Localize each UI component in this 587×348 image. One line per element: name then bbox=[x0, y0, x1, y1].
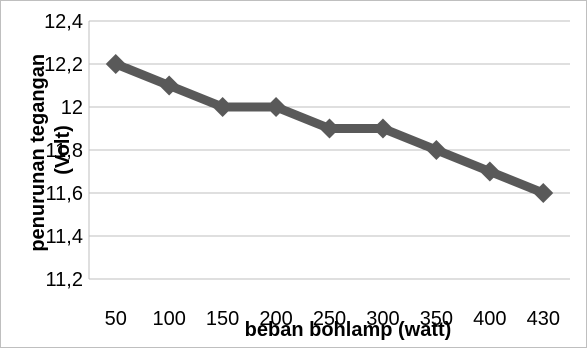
y-axis-tick-labels: 11,2 11,4 11,6 11,8 12 12,2 12,4 bbox=[44, 11, 83, 291]
x-tick-label: 350 bbox=[420, 308, 453, 330]
y-tick-label: 11,8 bbox=[46, 140, 83, 162]
x-tick-label: 50 bbox=[105, 308, 127, 330]
x-tick-label: 250 bbox=[313, 308, 346, 330]
y-axis-title: penurunan tegangan (Volt) bbox=[27, 48, 74, 251]
y-tick-label: 11,4 bbox=[46, 226, 83, 248]
data-point-marker bbox=[533, 183, 554, 203]
x-tick-label: 150 bbox=[206, 308, 239, 330]
x-axis-title: beban bohlamp (watt) bbox=[245, 319, 452, 341]
x-tick-label: 100 bbox=[152, 308, 185, 330]
x-axis-tick-labels: 50 100 150 200 250 300 350 400 430 bbox=[105, 308, 560, 330]
y-tick-label: 12,4 bbox=[44, 11, 83, 33]
data-point-marker bbox=[372, 118, 393, 139]
data-point-marker bbox=[426, 140, 447, 160]
y-axis-title-line-2: (Volt) bbox=[52, 125, 74, 175]
data-point-marker bbox=[159, 75, 180, 96]
y-tick-label: 11,2 bbox=[46, 269, 83, 291]
data-point-marker bbox=[319, 118, 340, 139]
data-point-marker bbox=[479, 161, 500, 182]
x-tick-label: 300 bbox=[366, 308, 399, 330]
gridlines bbox=[88, 20, 570, 280]
data-point-marker bbox=[212, 97, 233, 117]
data-point-marker bbox=[266, 97, 287, 117]
data-point-marker bbox=[105, 54, 126, 74]
series-group bbox=[105, 54, 554, 203]
x-tick-label: 400 bbox=[473, 308, 506, 330]
y-axis-title-line-1: penurunan tegangan bbox=[27, 54, 49, 252]
x-tick-label: 430 bbox=[527, 308, 560, 330]
y-tick-label: 12 bbox=[61, 97, 83, 119]
x-tick-label: 200 bbox=[259, 308, 292, 330]
y-tick-label: 12,2 bbox=[44, 54, 83, 76]
y-tick-label: 11,6 bbox=[46, 183, 83, 205]
